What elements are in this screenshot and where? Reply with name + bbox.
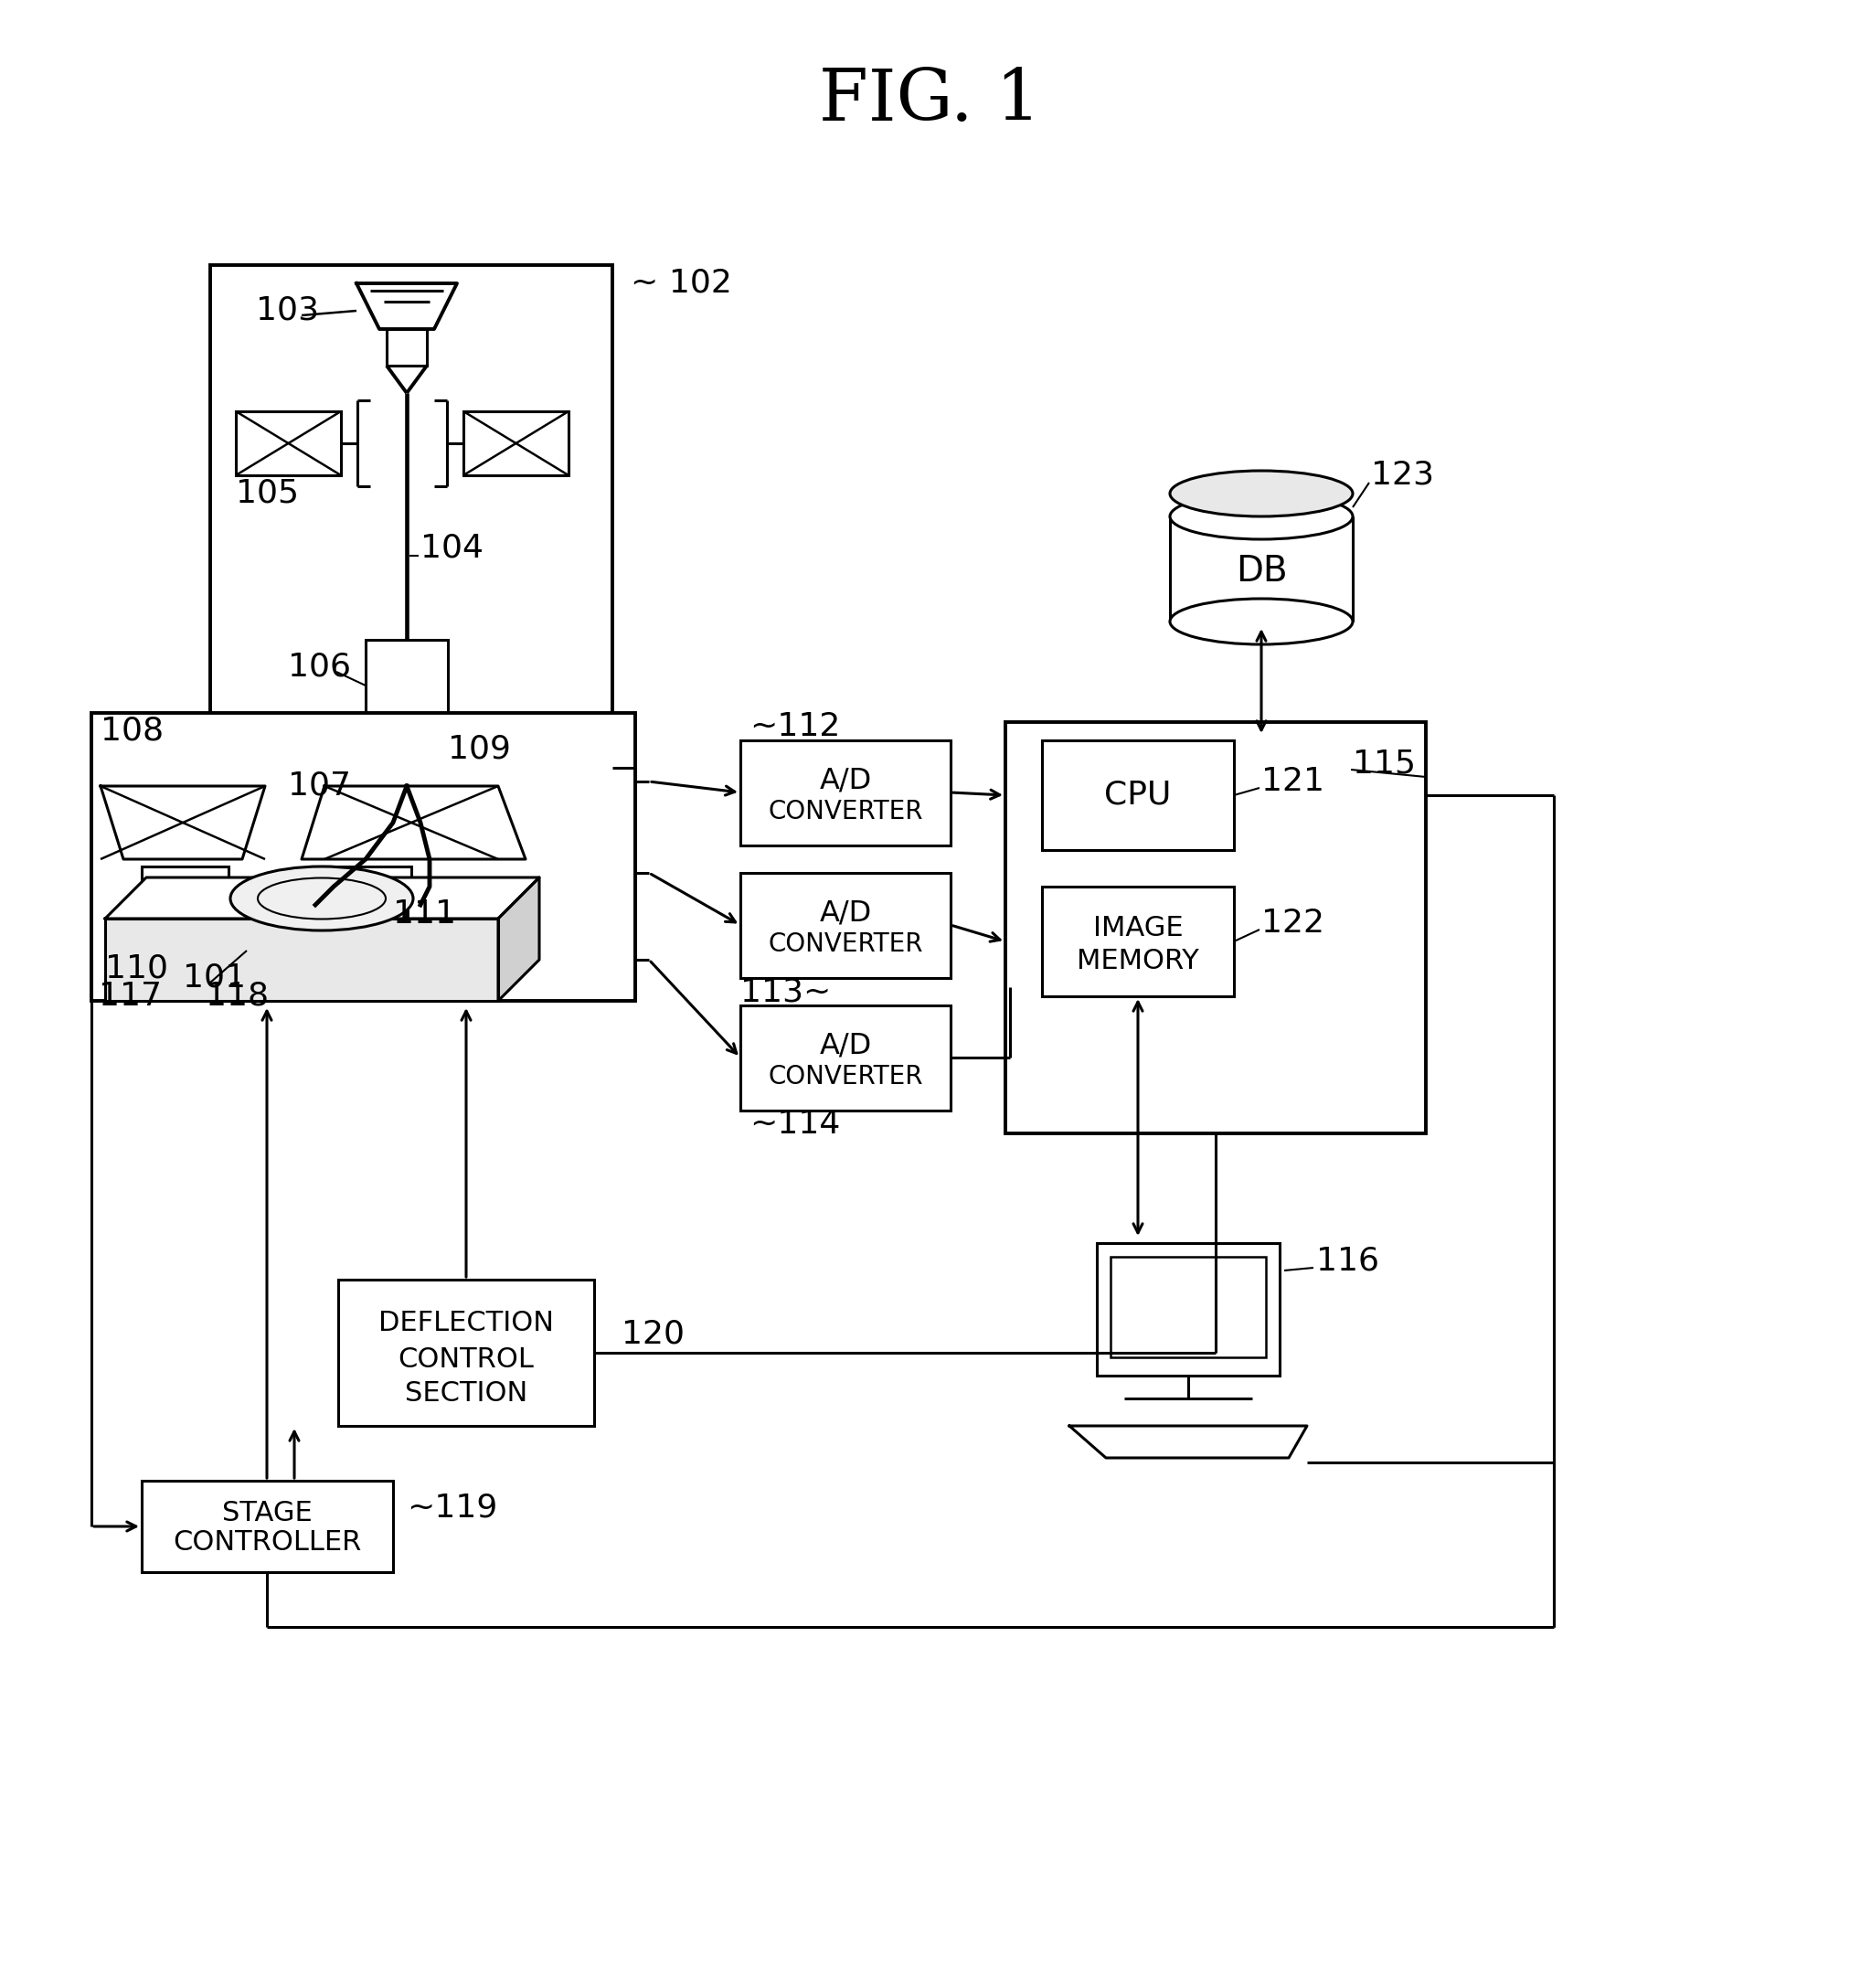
Bar [740, 1006, 950, 1111]
Ellipse shape [1170, 598, 1352, 644]
Bar [236, 412, 340, 475]
Text: A/D: A/D [818, 765, 872, 795]
Text: 101: 101 [182, 962, 246, 994]
Text: MEMORY: MEMORY [1077, 948, 1200, 974]
Polygon shape [1070, 1425, 1308, 1457]
Bar [740, 740, 950, 845]
Text: ~ 102: ~ 102 [631, 268, 733, 298]
Text: CONTROL: CONTROL [398, 1346, 534, 1374]
Text: CONVERTER: CONVERTER [768, 1064, 923, 1089]
Bar [141, 867, 229, 909]
Text: 122: 122 [1261, 909, 1324, 938]
Bar [387, 330, 426, 366]
Text: DEFLECTION: DEFLECTION [378, 1310, 554, 1336]
Text: A/D: A/D [818, 899, 872, 926]
Ellipse shape [231, 867, 413, 930]
Bar [740, 873, 950, 978]
Text: 106: 106 [288, 652, 352, 682]
Text: 105: 105 [236, 477, 299, 509]
Text: 104: 104 [420, 533, 484, 565]
Text: ~112: ~112 [750, 712, 841, 742]
Bar [339, 1280, 593, 1425]
Bar [1110, 1256, 1267, 1358]
Polygon shape [301, 785, 526, 859]
Bar [463, 412, 569, 475]
Text: FIG. 1: FIG. 1 [818, 66, 1040, 135]
Bar [141, 1481, 392, 1573]
Text: 110: 110 [106, 954, 167, 984]
Text: CPU: CPU [1105, 779, 1172, 811]
Bar [324, 867, 411, 909]
Text: 103: 103 [257, 296, 318, 326]
Text: A/D: A/D [818, 1032, 872, 1060]
Polygon shape [357, 284, 458, 330]
Text: IMAGE: IMAGE [1094, 914, 1183, 942]
Text: CONTROLLER: CONTROLLER [173, 1529, 361, 1557]
Text: 123: 123 [1371, 459, 1434, 491]
Text: 118: 118 [206, 980, 270, 1012]
Text: DB: DB [1235, 555, 1287, 588]
Text: 108: 108 [100, 716, 164, 747]
Bar [366, 767, 420, 837]
Text: ~119: ~119 [407, 1493, 497, 1523]
Polygon shape [106, 877, 539, 918]
Bar [448, 767, 502, 837]
Text: 111: 111 [392, 899, 456, 930]
Text: STAGE: STAGE [221, 1499, 312, 1527]
Text: SECTION: SECTION [405, 1380, 528, 1408]
Text: 120: 120 [621, 1318, 684, 1350]
Text: CONVERTER: CONVERTER [768, 799, 923, 825]
Ellipse shape [1170, 471, 1352, 517]
Polygon shape [100, 785, 266, 859]
Bar [1042, 740, 1233, 851]
Text: 113~: 113~ [740, 976, 831, 1008]
Bar [1042, 887, 1233, 996]
Text: 117: 117 [99, 980, 162, 1012]
Text: 115: 115 [1352, 747, 1415, 779]
Bar [210, 264, 612, 914]
Text: 109: 109 [448, 734, 512, 765]
Text: 116: 116 [1317, 1246, 1380, 1276]
Text: ~114: ~114 [750, 1109, 841, 1139]
Bar [1097, 1242, 1280, 1376]
Text: CONVERTER: CONVERTER [768, 932, 923, 956]
Bar [91, 714, 636, 1000]
Polygon shape [106, 918, 498, 1000]
Polygon shape [498, 877, 539, 1000]
Bar [1006, 722, 1427, 1133]
Bar [366, 640, 448, 749]
Ellipse shape [1170, 493, 1352, 539]
Text: 107: 107 [288, 771, 352, 801]
Text: 121: 121 [1261, 765, 1324, 797]
